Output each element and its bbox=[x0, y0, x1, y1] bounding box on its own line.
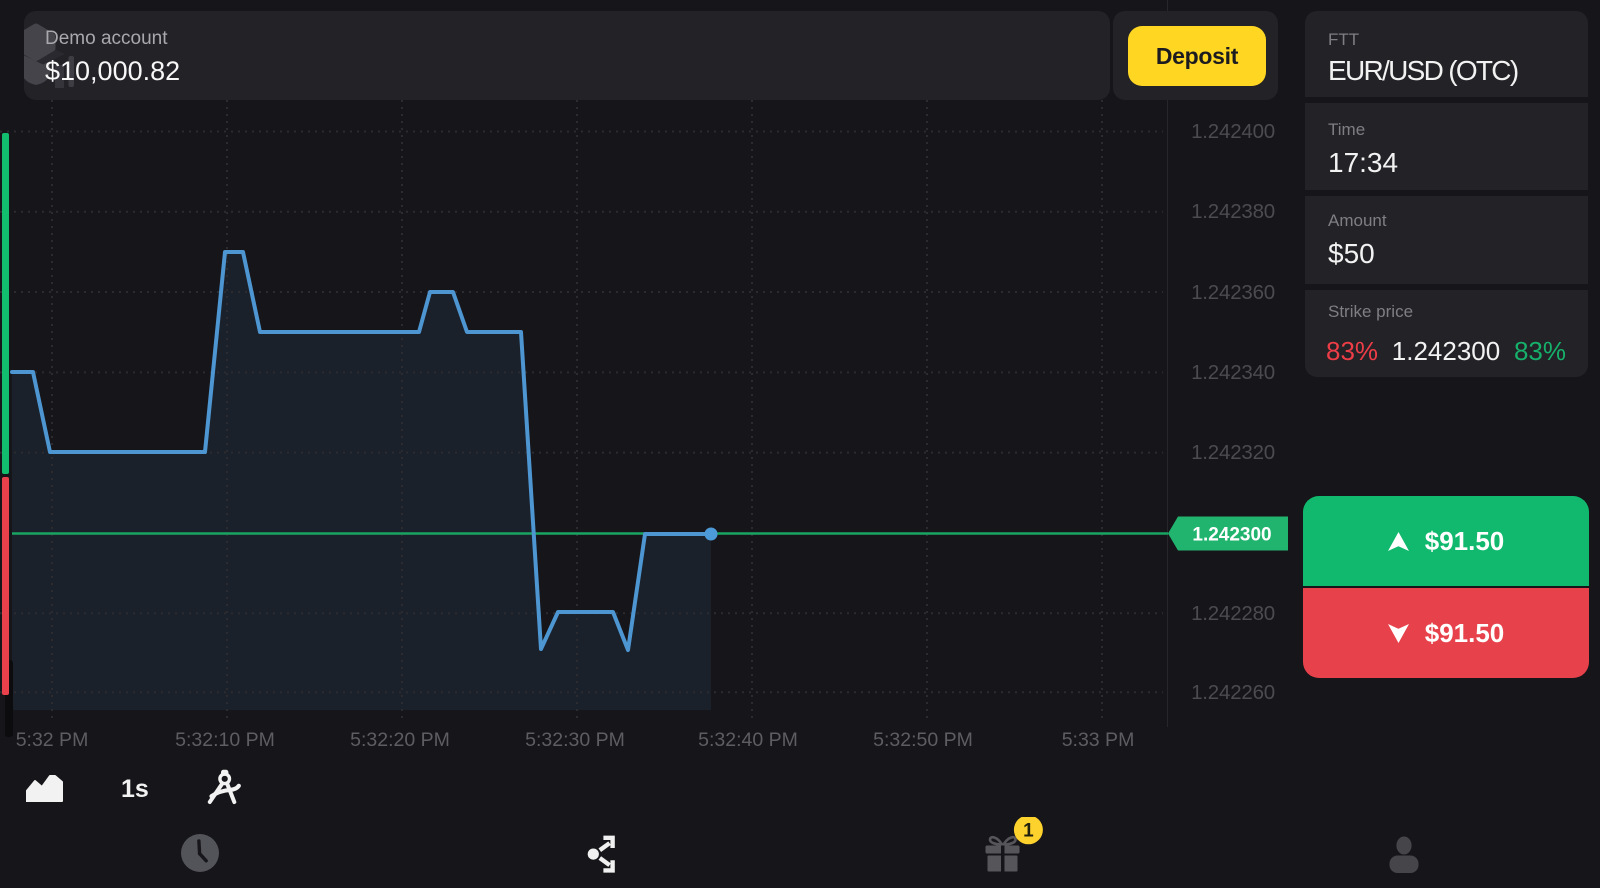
svg-text:1.242300: 1.242300 bbox=[1192, 525, 1271, 546]
svg-text:1: 1 bbox=[1023, 821, 1034, 842]
